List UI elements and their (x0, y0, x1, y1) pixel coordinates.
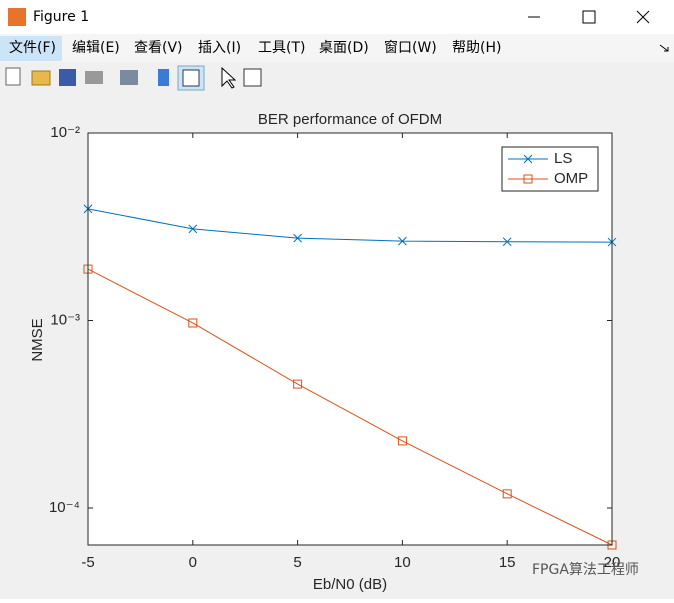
print-icon[interactable] (85, 71, 103, 84)
menu-item[interactable]: 窗口(W) (384, 39, 437, 56)
legend-icon (182, 69, 200, 87)
open-icon[interactable] (31, 70, 51, 86)
menu-item[interactable]: 文件(F) (9, 40, 56, 56)
new-icon[interactable] (5, 67, 21, 86)
title-bar (0, 0, 674, 34)
axes (88, 133, 612, 545)
watermark: FPGA算法工程师 (532, 562, 639, 578)
x-axis-label: Eb/N0 (dB) (313, 576, 387, 593)
toolbar-icons (5, 65, 262, 91)
y-tick-label: 10⁻³ (50, 311, 80, 328)
marker (502, 237, 512, 247)
legend-label: LS (554, 150, 572, 167)
series-line (87, 268, 613, 546)
marker (188, 318, 198, 328)
marker (397, 436, 407, 446)
menu-highlight (0, 36, 62, 61)
pointer-icon[interactable] (221, 66, 237, 89)
marker (398, 236, 407, 246)
series-line (87, 208, 613, 243)
menu-arrow[interactable] (659, 44, 669, 52)
link-icon[interactable] (120, 70, 138, 85)
legend-label: OMP (554, 170, 588, 187)
menu-bar (0, 34, 674, 62)
x-tick-label: 10 (394, 554, 411, 571)
marker (502, 489, 512, 499)
marker (293, 379, 303, 389)
x-tick-label: 0 (189, 554, 197, 571)
x-tick-label: 20 (604, 554, 621, 571)
window-title: Figure 1 (33, 9, 89, 25)
app-icon (8, 8, 26, 26)
menu-item[interactable]: 编辑(E) (72, 40, 120, 56)
marker (523, 154, 533, 164)
x-tick-label: -5 (81, 554, 94, 571)
marker (293, 233, 302, 243)
legend: LS OMP (501, 146, 599, 192)
chart-title: BER performance of OFDM (258, 111, 442, 128)
axes-box (87, 132, 613, 546)
x-tick-label: 15 (499, 554, 516, 571)
menu-item[interactable]: 工具(T) (258, 40, 305, 56)
y-axis-label: NMSE (29, 318, 46, 361)
close-button[interactable] (636, 10, 650, 24)
colorbar-icon[interactable] (158, 69, 169, 86)
x-tick-label: 5 (293, 554, 301, 571)
menu-item[interactable]: 插入(I) (198, 40, 241, 56)
save-icon[interactable] (59, 69, 76, 86)
property-icon[interactable] (243, 68, 262, 87)
marker (523, 174, 533, 184)
menu-item[interactable]: 查看(V) (134, 40, 183, 56)
y-tick-label: 10⁻² (50, 124, 80, 141)
toolbar (0, 62, 674, 92)
marker (188, 224, 198, 234)
legend-box (501, 146, 599, 192)
menu-item[interactable]: 帮助(H) (452, 40, 501, 56)
menu-item[interactable]: 桌面(D) (319, 40, 369, 56)
y-tick-label: 10⁻⁴ (49, 499, 80, 516)
maximize-button[interactable] (582, 10, 596, 24)
